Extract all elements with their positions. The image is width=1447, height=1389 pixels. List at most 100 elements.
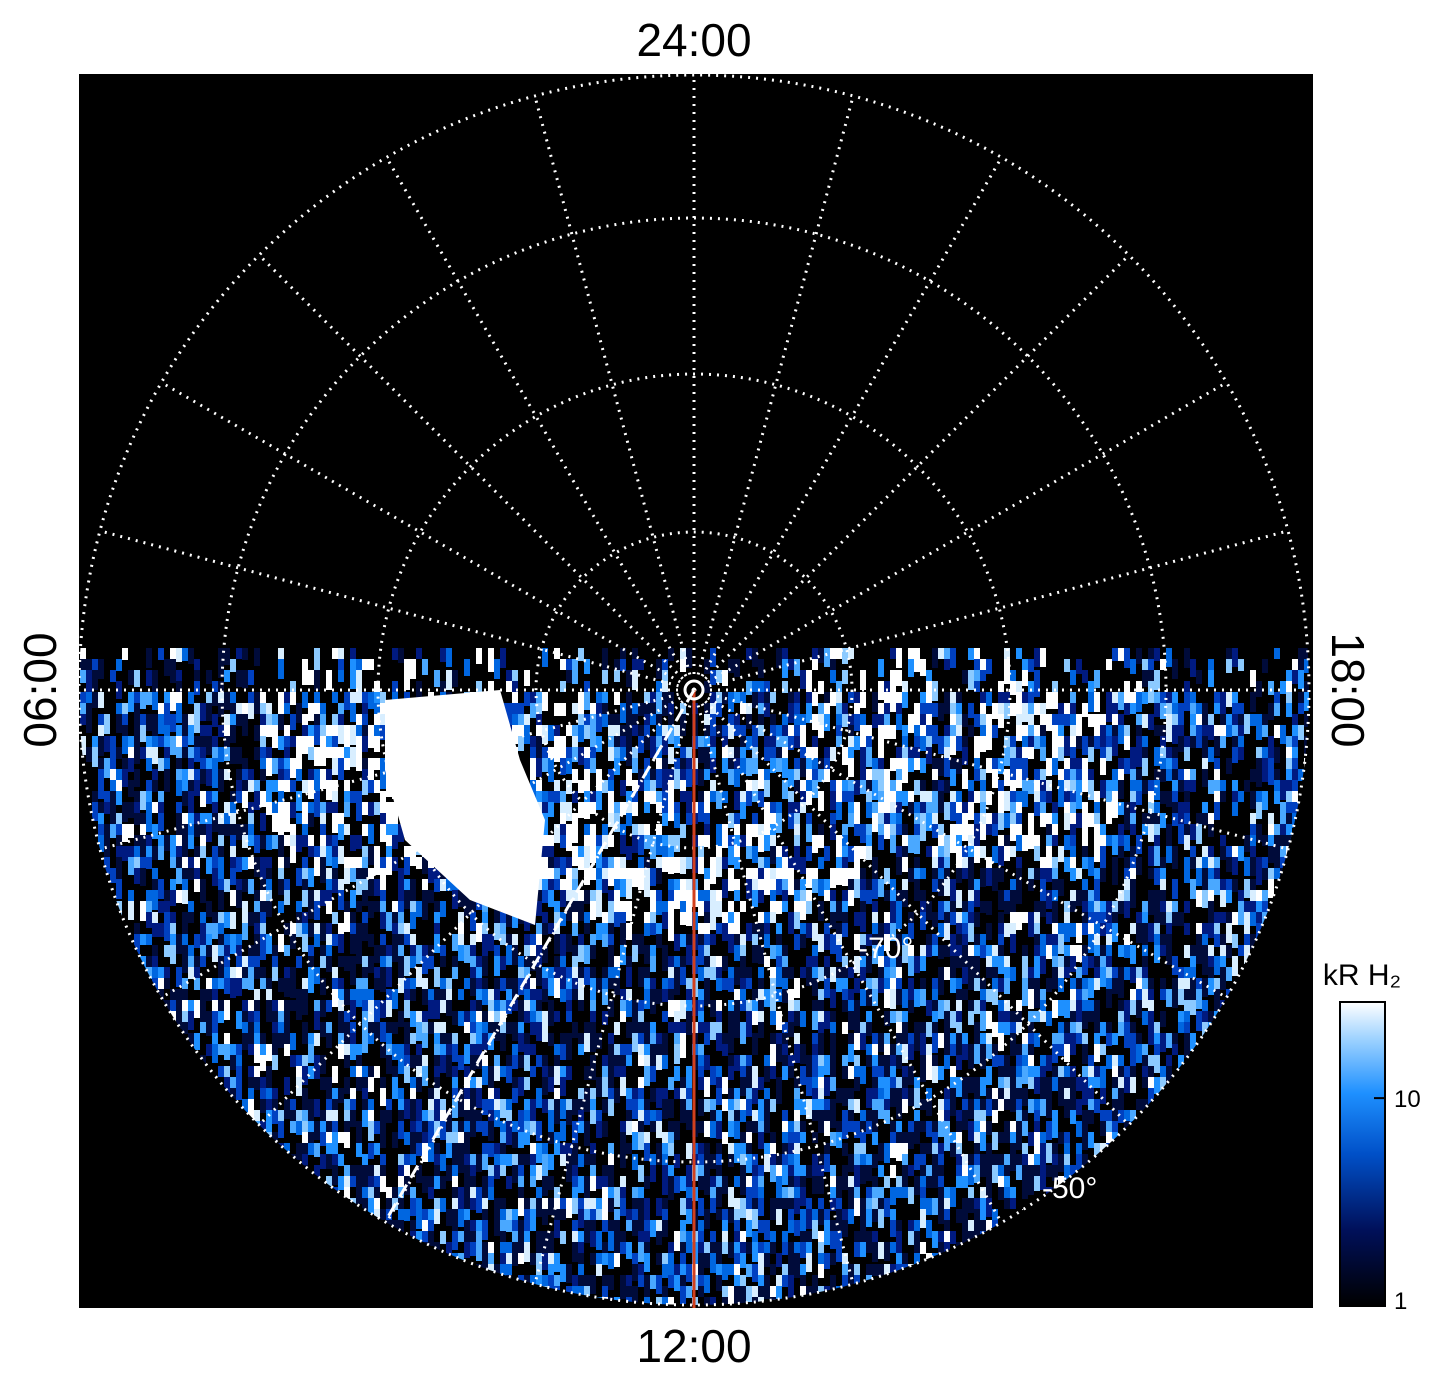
emission-pixel: [1016, 1132, 1022, 1150]
emission-pixel: [1208, 1011, 1214, 1031]
emission-pixel: [950, 890, 956, 902]
emission-pixel: [752, 813, 758, 826]
emission-pixel: [734, 714, 740, 726]
emission-pixel: [1196, 736, 1202, 748]
emission-pixel: [530, 978, 536, 996]
emission-pixel: [968, 703, 974, 718]
emission-pixel: [1064, 659, 1070, 672]
emission-pixel: [1064, 714, 1070, 726]
emission-pixel: [1112, 769, 1118, 786]
emission-pixel: [1262, 659, 1268, 673]
emission-pixel: [242, 835, 248, 848]
emission-pixel: [182, 956, 188, 973]
emission-pixel: [1178, 714, 1184, 728]
emission-pixel: [986, 659, 992, 674]
emission-pixel: [974, 956, 980, 967]
emission-pixel: [902, 1099, 908, 1113]
emission-pixel: [1178, 1011, 1184, 1026]
emission-pixel: [218, 1011, 224, 1023]
emission-pixel: [392, 912, 398, 928]
emission-pixel: [290, 802, 296, 818]
emission-pixel: [248, 835, 254, 846]
emission-pixel: [1058, 956, 1064, 973]
emission-pixel: [1292, 714, 1298, 731]
emission-pixel: [308, 1066, 314, 1079]
emission-pixel: [734, 967, 740, 985]
emission-pixel: [992, 813, 998, 831]
emission-pixel: [734, 912, 740, 932]
emission-pixel: [1220, 692, 1226, 712]
emission-pixel: [356, 1132, 362, 1147]
emission-pixel: [140, 934, 146, 945]
emission-pixel: [908, 1044, 914, 1060]
emission-pixel: [770, 1011, 776, 1025]
emission-pixel: [1238, 791, 1244, 802]
emission-pixel: [752, 1121, 758, 1133]
emission-pixel: [674, 1088, 680, 1099]
emission-pixel: [662, 780, 668, 796]
emission-pixel: [1304, 681, 1309, 696]
emission-pixel: [998, 1055, 1004, 1069]
emission-pixel: [548, 758, 554, 776]
emission-pixel: [152, 868, 158, 887]
emission-pixel: [350, 1000, 356, 1020]
emission-pixel: [572, 846, 578, 866]
emission-pixel: [968, 868, 974, 882]
emission-pixel: [836, 846, 842, 863]
emission-pixel: [920, 714, 926, 731]
emission-pixel: [1256, 681, 1262, 697]
emission-pixel: [878, 923, 884, 940]
emission-pixel: [656, 835, 662, 855]
emission-pixel: [806, 846, 812, 861]
emission-pixel: [884, 923, 890, 934]
emission-pixel: [812, 769, 818, 785]
emission-pixel: [1154, 692, 1160, 710]
emission-pixel: [1202, 846, 1208, 861]
emission-pixel: [266, 901, 272, 917]
emission-pixel: [1094, 846, 1100, 862]
emission-pixel: [794, 1088, 800, 1105]
emission-pixel: [746, 681, 752, 695]
emission-pixel: [452, 956, 458, 971]
emission-pixel: [1262, 758, 1268, 775]
emission-pixel: [752, 945, 758, 963]
emission-pixel: [998, 846, 1004, 866]
emission-pixel: [488, 989, 494, 1003]
emission-pixel: [1220, 934, 1226, 952]
emission-pixel: [164, 945, 170, 957]
emission-pixel: [560, 978, 566, 993]
emission-pixel: [566, 670, 572, 683]
emission-pixel: [1064, 1143, 1070, 1155]
emission-pixel: [722, 879, 728, 898]
emission-pixel: [1022, 1044, 1028, 1060]
emission-pixel: [272, 1022, 278, 1038]
emission-pixel: [248, 692, 254, 706]
emission-pixel: [860, 824, 866, 843]
emission-pixel: [1004, 890, 1010, 904]
emission-pixel: [992, 978, 998, 993]
emission-pixel: [422, 901, 428, 920]
emission-pixel: [170, 923, 176, 936]
emission-pixel: [716, 1077, 722, 1090]
emission-pixel: [722, 857, 728, 869]
emission-pixel: [1136, 725, 1142, 742]
emission-pixel: [554, 978, 560, 998]
emission-pixel: [1214, 725, 1220, 741]
emission-pixel: [740, 747, 746, 759]
emission-pixel: [758, 923, 764, 940]
emission-pixel: [992, 1055, 998, 1067]
emission-pixel: [368, 1143, 374, 1159]
emission-pixel: [836, 725, 842, 740]
emission-pixel: [446, 978, 452, 998]
emission-pixel: [128, 857, 134, 875]
emission-pixel: [200, 736, 206, 754]
emission-pixel: [836, 1088, 842, 1103]
emission-pixel: [482, 1022, 488, 1038]
emission-pixel: [368, 758, 374, 778]
emission-pixel: [1178, 989, 1184, 1005]
emission-pixel: [176, 747, 182, 767]
emission-pixel: [1100, 1088, 1106, 1104]
emission-pixel: [1034, 1099, 1040, 1111]
emission-pixel: [1136, 989, 1142, 1006]
emission-pixel: [986, 1044, 992, 1059]
